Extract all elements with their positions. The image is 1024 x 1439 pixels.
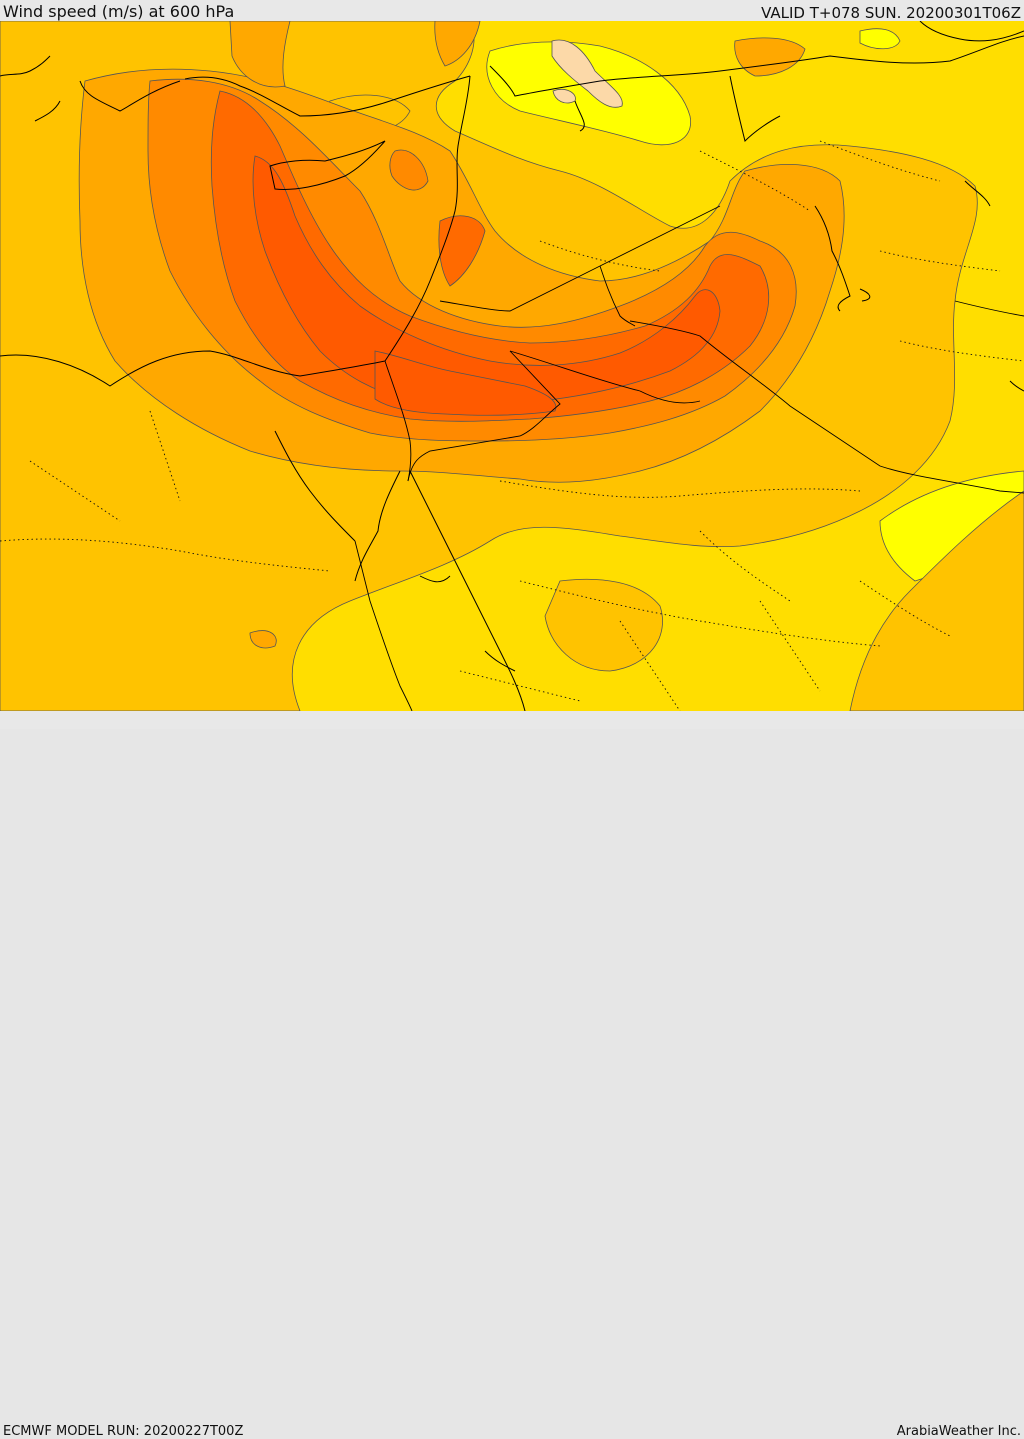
wind-speed-map bbox=[0, 21, 1024, 711]
political-borders bbox=[354, 205, 1024, 711]
map-title: Wind speed (m/s) at 600 hPa bbox=[3, 2, 235, 21]
calm-pocket bbox=[551, 39, 623, 108]
model-run-label: ECMWF MODEL RUN: 20200227T00Z bbox=[3, 1424, 244, 1439]
footer-bar: ECMWF MODEL RUN: 20200227T00Z ArabiaWeat… bbox=[0, 711, 1024, 1439]
internal-boundaries bbox=[0, 140, 1024, 711]
contour-level-7 bbox=[252, 155, 721, 416]
credit-label: ArabiaWeather Inc. bbox=[896, 1424, 1021, 1439]
header-bar: Wind speed (m/s) at 600 hPa VALID T+078 … bbox=[0, 0, 1024, 22]
valid-time: VALID T+078 SUN. 20200301T06Z bbox=[761, 4, 1021, 22]
